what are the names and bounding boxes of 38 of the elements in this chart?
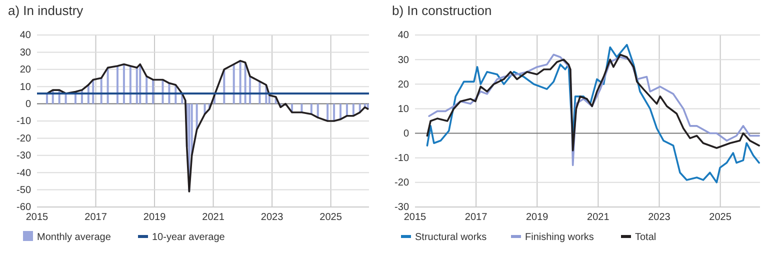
y-tick-label: -30: [394, 202, 410, 214]
x-tick-label: 2021: [587, 212, 610, 224]
x-tick-label: 2017: [84, 212, 108, 224]
y-tick-label: 20: [20, 64, 32, 76]
x-tick-label: 2015: [26, 212, 49, 224]
y-tick-label: -10: [394, 153, 410, 164]
y-tick-label: 40: [20, 30, 32, 42]
x-tick-label: 2015: [404, 212, 427, 224]
y-tick-label: 30: [20, 47, 32, 58]
x-tick-label: 2025: [709, 212, 732, 224]
y-tick-label: -10: [16, 116, 32, 128]
x-tick-label: 2025: [320, 212, 342, 224]
x-tick-label: 2023: [260, 212, 284, 224]
legend-label: Finishing works: [525, 232, 594, 243]
legend-label: 10-year average: [152, 232, 226, 243]
y-tick-label: -30: [16, 150, 32, 162]
x-tick-label: 2023: [648, 212, 671, 224]
chart-title: a) In industry: [8, 3, 84, 18]
y-tick-label: 20: [398, 79, 410, 90]
y-tick-label: 40: [398, 30, 410, 42]
y-tick-label: -20: [394, 178, 410, 189]
y-tick-label: -40: [16, 168, 32, 179]
y-tick-label: 10: [20, 82, 32, 93]
legend-label: Monthly average: [37, 232, 112, 243]
legend-label: Structural works: [415, 232, 487, 243]
legend-label: Total: [635, 232, 656, 243]
y-tick-label: 10: [398, 104, 410, 115]
y-tick-label: 0: [25, 99, 32, 110]
x-tick-label: 2019: [143, 212, 166, 224]
x-tick-label: 2019: [526, 212, 549, 224]
x-tick-label: 2017: [464, 212, 488, 224]
y-tick-label: -20: [16, 133, 32, 144]
x-tick-label: 2021: [202, 212, 225, 224]
y-tick-label: 30: [398, 54, 410, 66]
y-tick-label: 0: [403, 128, 410, 140]
y-tick-label: -60: [16, 202, 32, 214]
y-tick-label: -50: [16, 185, 32, 196]
chart-title: b) In construction: [392, 3, 492, 18]
